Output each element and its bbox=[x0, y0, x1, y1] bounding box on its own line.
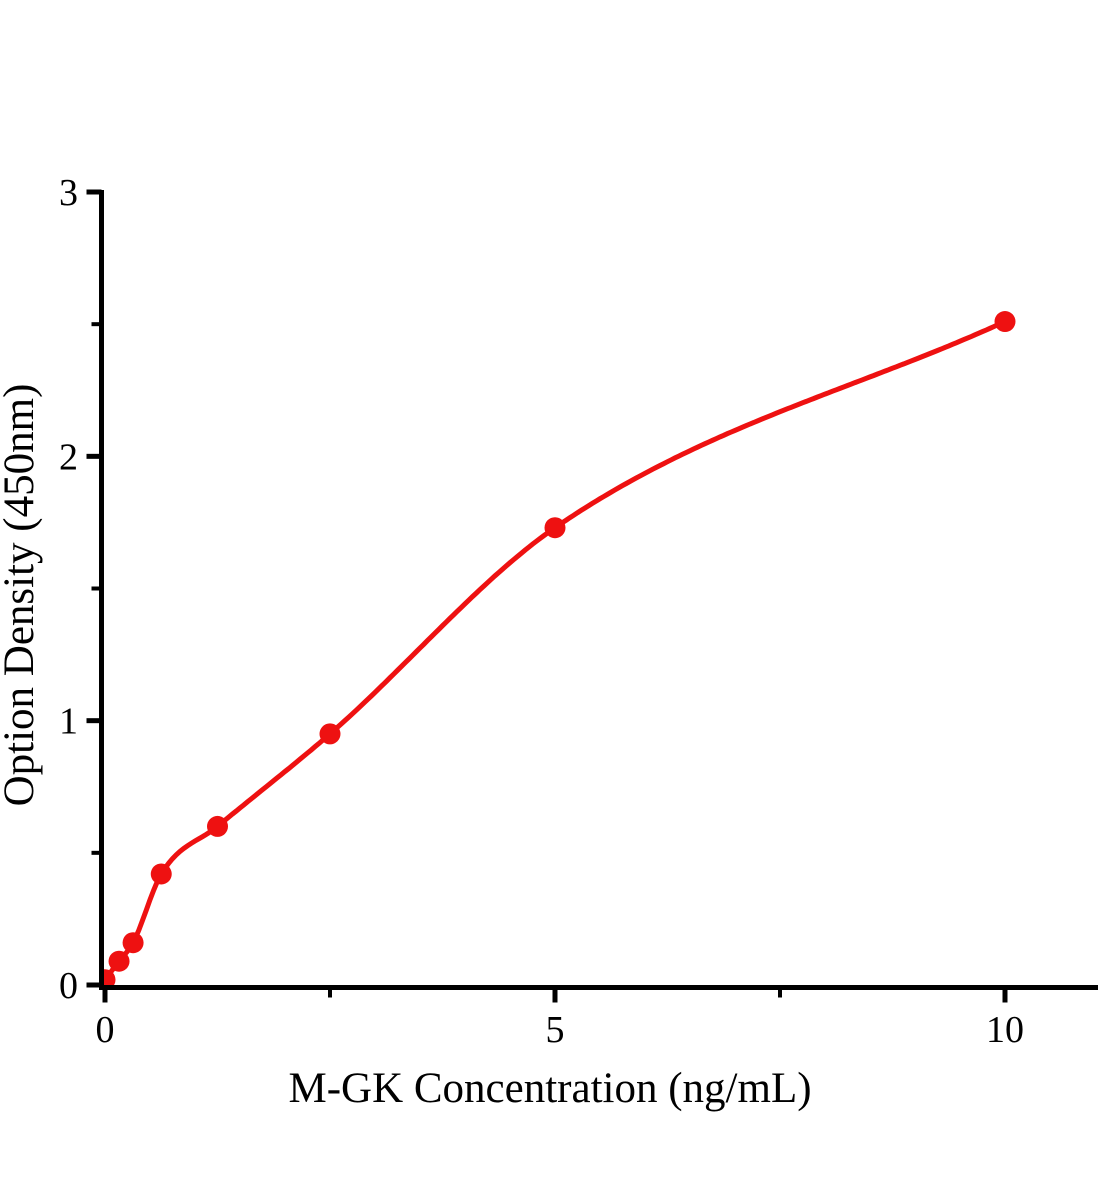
data-point bbox=[319, 723, 341, 745]
y-tick-label: 1 bbox=[59, 701, 78, 743]
data-point bbox=[207, 815, 228, 837]
axis-layer: 0 5 10 0 1 2 3 bbox=[59, 172, 1098, 1051]
data-point bbox=[104, 969, 116, 987]
x-tick-label: 5 bbox=[546, 1009, 565, 1051]
data-point bbox=[544, 517, 566, 539]
y-tick-label: 0 bbox=[59, 965, 78, 1007]
x-tick-label: 10 bbox=[986, 1009, 1024, 1051]
x-axis-title: M-GK Concentration (ng/mL) bbox=[288, 1065, 811, 1112]
y-tick-label: 3 bbox=[59, 172, 78, 214]
fit-curve bbox=[104, 319, 1008, 983]
y-axis-title: Option Density (450nm) bbox=[0, 384, 43, 807]
x-tick-label: 0 bbox=[96, 1009, 115, 1051]
y-tick-label: 2 bbox=[59, 436, 78, 478]
data-point bbox=[108, 950, 130, 972]
axis-labels-layer: M-GK Concentration (ng/mL) Option Densit… bbox=[0, 384, 812, 1112]
data-point bbox=[994, 311, 1016, 333]
data-point bbox=[150, 863, 172, 885]
plot-series-layer bbox=[104, 311, 1016, 987]
data-point bbox=[122, 932, 144, 954]
